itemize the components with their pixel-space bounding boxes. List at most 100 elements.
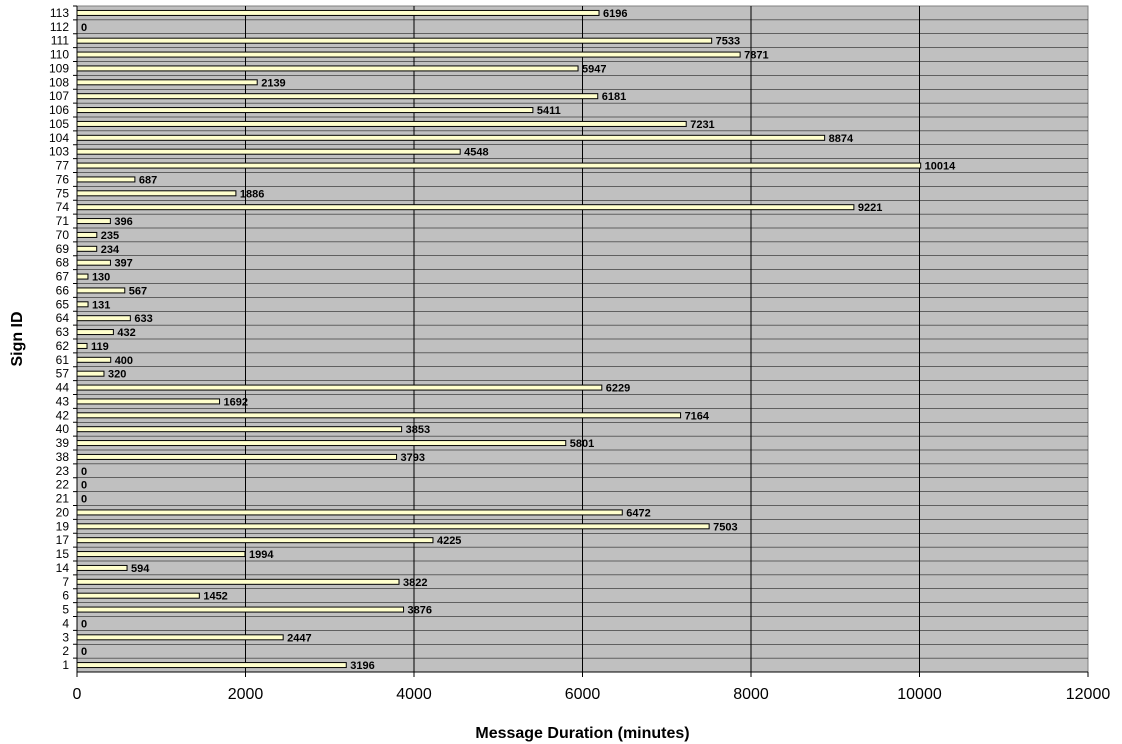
y-tick-label: 109 (49, 61, 69, 75)
y-tick-label: 22 (56, 478, 70, 492)
data-label: 3876 (408, 605, 432, 617)
bar (76, 564, 128, 571)
data-label: 5947 (582, 63, 606, 75)
y-tick-label: 77 (56, 159, 70, 173)
bar (76, 315, 131, 322)
bar (76, 79, 258, 86)
bar (76, 176, 136, 183)
data-label: 10014 (925, 161, 956, 173)
data-label: 1886 (240, 188, 264, 200)
y-axis-title: Sign ID (9, 311, 26, 366)
x-tick-label: 6000 (565, 686, 601, 703)
data-label: 7503 (713, 521, 737, 533)
y-tick-label: 17 (56, 533, 70, 547)
y-tick-label: 65 (56, 297, 70, 311)
bar (76, 551, 246, 558)
data-label: 687 (139, 174, 157, 186)
y-tick-label: 20 (56, 505, 70, 519)
y-tick-label: 66 (56, 283, 70, 297)
data-label: 320 (108, 369, 126, 381)
data-label: 0 (81, 466, 87, 478)
y-tick-label: 64 (56, 311, 70, 325)
bar (76, 384, 603, 391)
data-label: 1692 (224, 396, 248, 408)
data-label: 0 (81, 480, 87, 492)
y-tick-label: 104 (49, 131, 69, 145)
y-tick-label: 67 (56, 270, 70, 284)
data-label: 397 (114, 258, 132, 270)
bar (76, 356, 112, 363)
bar (76, 578, 400, 585)
y-tick-label: 107 (49, 89, 69, 103)
data-label: 131 (92, 299, 110, 311)
bar (76, 37, 713, 44)
data-label: 567 (129, 285, 147, 297)
bar (76, 9, 600, 16)
y-tick-label: 70 (56, 228, 70, 242)
y-tick-label: 1 (62, 658, 69, 672)
bar (76, 634, 284, 641)
y-tick-label: 57 (56, 367, 70, 381)
data-label: 6229 (606, 383, 630, 395)
bar (76, 134, 826, 141)
bar (76, 162, 922, 169)
bar (76, 592, 200, 599)
y-tick-label: 106 (49, 103, 69, 117)
bar (76, 662, 347, 669)
y-tick-label: 7 (62, 575, 69, 589)
data-label: 3196 (350, 660, 374, 672)
y-tick-label: 112 (50, 20, 69, 34)
y-tick-label: 14 (56, 561, 70, 575)
x-axis-title: Message Duration (minutes) (475, 725, 689, 742)
bar (76, 259, 111, 266)
bar (76, 120, 687, 127)
data-label: 4548 (464, 147, 488, 159)
bar (76, 273, 89, 280)
bar (76, 398, 221, 405)
data-label: 2447 (287, 632, 311, 644)
data-label: 1994 (249, 549, 274, 561)
bar (76, 426, 403, 433)
bar (76, 370, 105, 377)
x-tick-labels: 0 2000 4000 6000 8000 10000 12000 (73, 672, 1110, 703)
data-label: 3793 (401, 452, 425, 464)
x-tick-label: 8000 (733, 686, 769, 703)
bar-series (76, 9, 922, 669)
data-label: 396 (114, 216, 132, 228)
data-label: 130 (92, 272, 110, 284)
bar (76, 412, 682, 419)
bar (76, 287, 126, 294)
y-tick-label: 3 (62, 630, 69, 644)
y-tick-label: 39 (56, 436, 70, 450)
data-label: 594 (131, 563, 150, 575)
y-tick-label: 23 (56, 464, 70, 478)
y-tick-label: 62 (56, 339, 70, 353)
y-tick-label: 21 (56, 492, 70, 506)
bar (76, 231, 98, 238)
y-tick-label: 63 (56, 325, 70, 339)
bar (76, 537, 434, 544)
data-label: 5801 (570, 438, 594, 450)
data-label: 234 (101, 244, 120, 256)
y-tick-label: 43 (56, 394, 70, 408)
category-separators (77, 19, 1088, 659)
bar (76, 523, 710, 530)
bar (76, 509, 623, 516)
value-labels: 6196 0 7533 7871 5947 2139 6181 5411 7231 8874 454… (81, 8, 956, 672)
bar (76, 148, 461, 155)
y-tick-label: 42 (56, 408, 70, 422)
data-label: 8874 (829, 133, 854, 145)
bar (76, 93, 599, 100)
data-label: 7231 (690, 119, 714, 131)
data-label: 7871 (744, 50, 768, 62)
y-tick-label: 61 (56, 353, 70, 367)
bar (76, 65, 579, 72)
y-tick-label: 69 (56, 242, 70, 256)
data-label: 6472 (626, 507, 650, 519)
bar (76, 453, 398, 460)
y-tick-label: 4 (62, 616, 69, 630)
data-label: 6181 (602, 91, 626, 103)
bar (76, 204, 855, 211)
y-tick-label: 75 (56, 186, 70, 200)
